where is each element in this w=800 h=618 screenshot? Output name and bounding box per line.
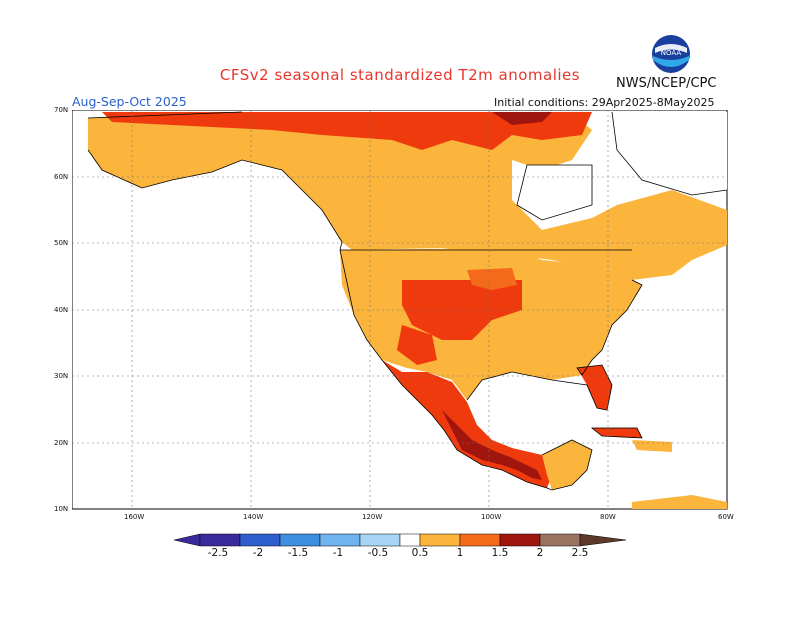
colorbar-swatch — [239, 533, 281, 547]
season-label: Aug-Sep-Oct 2025 — [72, 94, 187, 109]
colorbar-swatch — [199, 533, 241, 547]
lat-label: 30N — [54, 372, 69, 380]
colorbar-swatch — [419, 533, 461, 547]
lon-label: 100W — [481, 513, 502, 521]
lat-label: 60N — [54, 173, 69, 181]
lon-label: 80W — [600, 513, 616, 521]
colorbar-label: -1 — [332, 547, 344, 559]
colorbar-swatch — [539, 533, 581, 547]
organization-label: NWS/NCEP/CPC — [616, 76, 717, 91]
colorbar-swatch — [174, 533, 201, 547]
anomaly-map — [72, 110, 728, 510]
colorbar-label: 0.5 — [411, 547, 429, 559]
noaa-logo: NOAA — [651, 34, 691, 74]
lon-label: 120W — [362, 513, 383, 521]
colorbar-label: -1.5 — [287, 547, 309, 559]
colorbar-label: 2 — [536, 547, 544, 559]
colorbar-swatch — [359, 533, 401, 547]
initial-conditions-label: Initial conditions: 29Apr2025-8May2025 — [494, 96, 715, 109]
colorbar-swatch — [399, 533, 421, 547]
colorbar-swatch — [579, 533, 626, 547]
lat-label: 50N — [54, 239, 69, 247]
colorbar-label: -0.5 — [367, 547, 389, 559]
colorbar-label: -2 — [252, 547, 264, 559]
colorbar-label: 2.5 — [571, 547, 589, 559]
colorbar-swatch — [499, 533, 541, 547]
map-outlines — [87, 111, 728, 491]
grid — [72, 110, 727, 509]
lon-label: 160W — [124, 513, 145, 521]
logo-text: NOAA — [661, 49, 682, 57]
lat-label: 70N — [54, 106, 69, 114]
lon-label: 60W — [718, 513, 734, 521]
colorbar-swatch — [279, 533, 321, 547]
lon-label: 140W — [243, 513, 264, 521]
lat-label: 20N — [54, 439, 69, 447]
colorbar-label: -2.5 — [207, 547, 229, 559]
chart-title: CFSv2 seasonal standardized T2m anomalie… — [219, 66, 581, 84]
anomaly-fill — [88, 112, 727, 509]
lat-label: 40N — [54, 306, 69, 314]
colorbar-label: 1.5 — [491, 547, 509, 559]
colorbar — [174, 533, 626, 547]
colorbar-label: 1 — [456, 547, 464, 559]
lat-label: 10N — [54, 505, 69, 513]
colorbar-swatch — [459, 533, 501, 547]
colorbar-swatch — [319, 533, 361, 547]
